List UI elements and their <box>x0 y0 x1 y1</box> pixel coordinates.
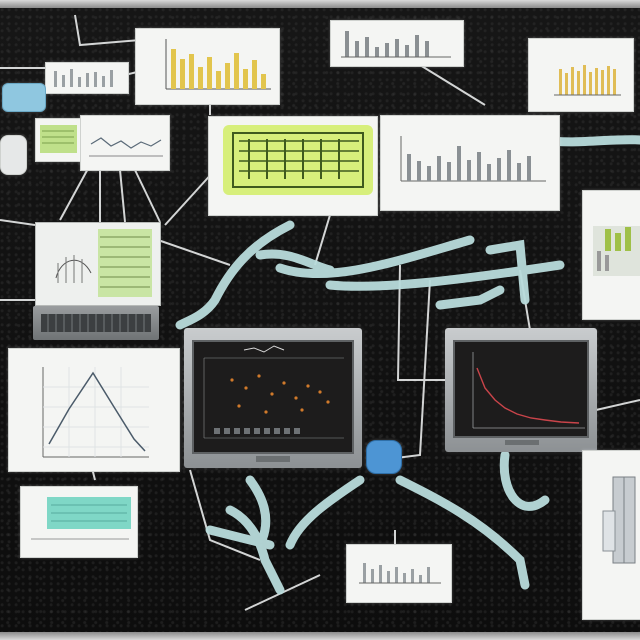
teal-table-card <box>20 486 138 558</box>
frame-top <box>0 0 640 8</box>
center-monitor-screen <box>192 340 354 454</box>
line-chart-card-small <box>80 115 170 171</box>
bar-chart-card-grey <box>330 20 464 67</box>
frame-bottom <box>0 632 640 640</box>
device-icon-white <box>0 135 27 175</box>
bottom-bar-chart-card <box>346 544 452 603</box>
wide-bar-chart-card <box>380 115 560 211</box>
laptop-screen <box>35 222 161 306</box>
right-edge-chart-card <box>582 190 640 320</box>
mini-chart-card-top-left <box>45 62 129 94</box>
bar-chart-card-yellow <box>135 28 280 105</box>
laptop-keyboard <box>33 306 159 340</box>
peak-line-chart-card <box>8 348 180 472</box>
right-monitor <box>445 328 597 452</box>
small-green-card <box>35 118 82 162</box>
device-icon-center <box>366 440 402 474</box>
right-edge-device-card <box>582 450 640 620</box>
center-monitor <box>184 328 362 468</box>
bar-chart-card-top-right <box>528 38 634 112</box>
device-icon-blue <box>2 83 46 112</box>
lime-data-card <box>208 116 378 216</box>
